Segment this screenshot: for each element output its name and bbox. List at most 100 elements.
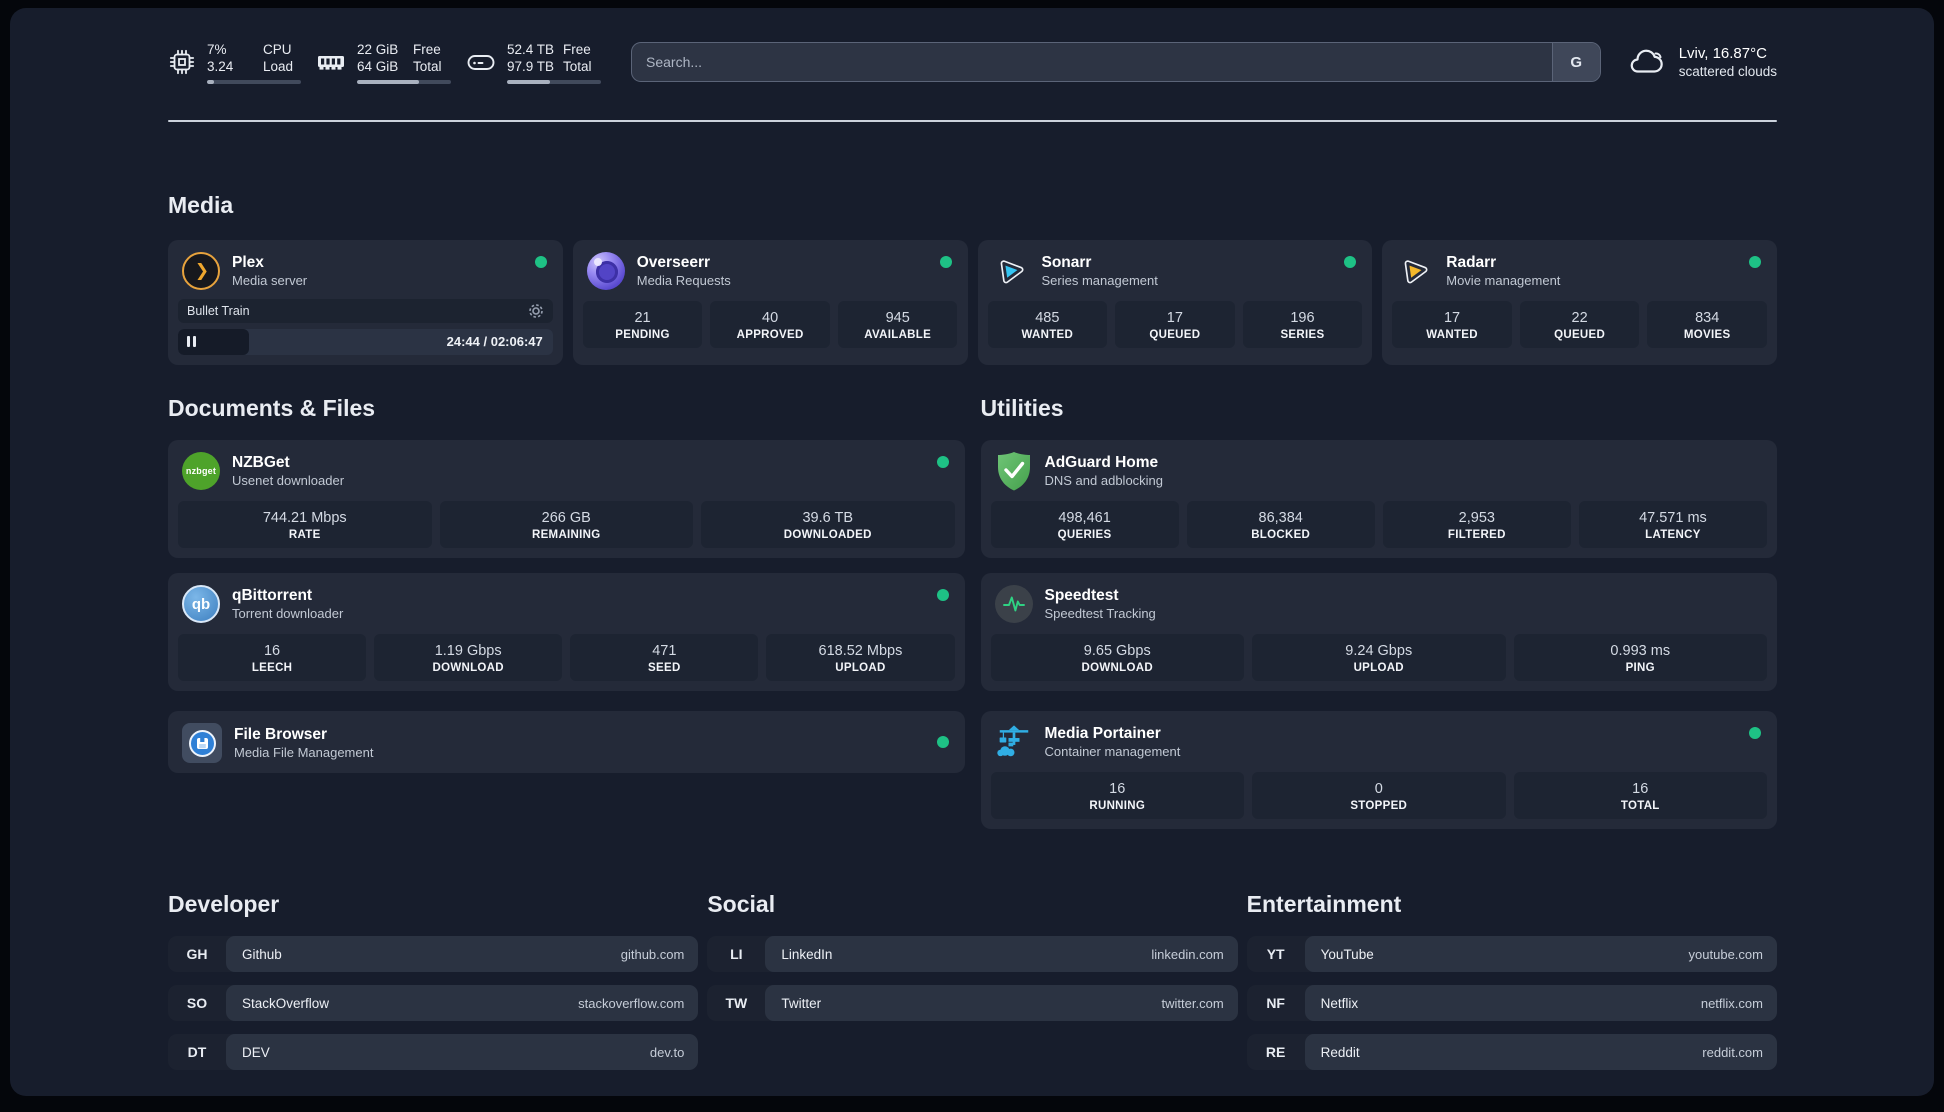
- stat-box: 266 GB REMAINING: [439, 501, 693, 548]
- app-card-portainer[interactable]: Media Portainer Container management 16 R…: [980, 711, 1777, 829]
- search-input[interactable]: [632, 43, 1552, 81]
- bookmark-netflix[interactable]: NF Netflix netflix.com: [1246, 985, 1777, 1021]
- bookmark-name: DEV: [242, 1044, 270, 1060]
- stat-box: 16 RUNNING: [990, 772, 1244, 819]
- app-card-radarr[interactable]: Radarr Movie management 17 WANTED 22 QUEUE…: [1382, 240, 1777, 365]
- bookmark-abbr: GH: [186, 946, 208, 962]
- search-engine-button[interactable]: G: [1551, 43, 1600, 81]
- now-playing-title: Bullet Train: [187, 304, 250, 318]
- status-dot: [936, 456, 949, 468]
- now-playing-bar: Bullet Train: [178, 299, 553, 323]
- disk-progress-bar: [507, 79, 601, 84]
- app-card-plex[interactable]: ❯ Plex Media server Bullet Train 24:44 /…: [168, 240, 563, 365]
- bookmark-url: reddit.com: [1702, 1044, 1763, 1060]
- nzbget-icon: nzbget: [182, 452, 220, 490]
- app-title: Sonarr: [1041, 254, 1092, 271]
- status-dot: [936, 736, 949, 748]
- app-title: Speedtest: [1044, 587, 1119, 604]
- media-grid: ❯ Plex Media server Bullet Train 24:44 /…: [168, 240, 1777, 365]
- app-title: Overseerr: [636, 254, 711, 271]
- bookmark-github[interactable]: GH Github github.com: [168, 936, 699, 972]
- app-subtitle: Speedtest Tracking: [1044, 606, 1156, 621]
- pause-icon: [187, 336, 196, 347]
- disk-total-label: Total: [563, 58, 592, 74]
- disk-stat: 52.4 TB Free 97.9 TB Total: [466, 41, 601, 84]
- sonarr-icon: [992, 252, 1030, 290]
- memory-stat: 22 GiB Free 64 GiB Total: [316, 41, 451, 84]
- app-card-speedtest[interactable]: Speedtest Speedtest Tracking 9.65 Gbps DO…: [980, 573, 1777, 691]
- memory-icon: [316, 48, 346, 76]
- bookmark-dev[interactable]: DT DEV dev.to: [168, 1034, 699, 1070]
- stat-box: 22 QUEUED: [1519, 301, 1640, 348]
- memory-total-label: Total: [413, 58, 442, 74]
- disk-icon: [466, 48, 496, 76]
- app-subtitle: Usenet downloader: [232, 473, 345, 488]
- bookmark-name: Netflix: [1320, 995, 1359, 1011]
- stat-box: 945 AVAILABLE: [837, 301, 958, 348]
- cpu-icon: [168, 48, 196, 76]
- radarr-icon: [1396, 252, 1434, 290]
- app-card-sonarr[interactable]: Sonarr Series management 485 WANTED 17 QUE…: [977, 240, 1373, 365]
- stat-box: 40 APPROVED: [710, 301, 830, 348]
- header: 7% CPU 3.24 Load 22 GiB Free 64 GiB Total: [168, 34, 1777, 90]
- section-title-documents: Documents & Files: [168, 395, 376, 421]
- stat-box: 0 STOPPED: [1252, 772, 1506, 819]
- memory-total-value: 64 GiB: [357, 58, 399, 74]
- bookmark-url: linkedin.com: [1151, 946, 1224, 962]
- bookmarks-entertainment: Entertainment YT YouTube youtube.com NF N…: [1246, 891, 1777, 1083]
- header-divider: [168, 120, 1777, 122]
- status-dot: [1749, 256, 1761, 268]
- bookmark-url: stackoverflow.com: [578, 995, 685, 1011]
- section-title-utilities: Utilities: [980, 395, 1064, 421]
- bookmark-abbr: NF: [1266, 995, 1285, 1011]
- app-card-nzbget[interactable]: nzbget NZBGet Usenet downloader 744.21 M…: [168, 440, 965, 558]
- bookmark-abbr: RE: [1265, 1044, 1286, 1060]
- bookmarks-social: Social LI LinkedIn linkedin.com TW Twitte…: [707, 891, 1238, 1083]
- bookmark-reddit[interactable]: RE Reddit reddit.com: [1246, 1034, 1777, 1070]
- status-dot: [534, 256, 547, 268]
- bookmark-url: github.com: [620, 946, 685, 962]
- cpu-load-value: 3.24: [207, 58, 234, 74]
- bookmark-name: YouTube: [1320, 946, 1374, 962]
- app-card-overseerr[interactable]: Overseerr Media Requests 21 PENDING 40 APP…: [572, 240, 968, 365]
- weather-location-temp: Lviv, 16.87°C: [1678, 45, 1767, 62]
- stat-box: 17 QUEUED: [1115, 301, 1235, 348]
- cpu-usage-value: 7%: [207, 41, 227, 57]
- app-card-filebrowser[interactable]: File Browser Media File Management: [168, 711, 965, 773]
- bookmark-url: netflix.com: [1700, 995, 1763, 1011]
- disk-free-value: 52.4 TB: [507, 41, 555, 57]
- stat-box: 39.6 TB DOWNLOADED: [701, 501, 955, 548]
- bookmark-linkedin[interactable]: LI LinkedIn linkedin.com: [707, 936, 1238, 972]
- bookmark-name: Twitter: [781, 995, 822, 1011]
- bookmark-name: StackOverflow: [242, 995, 330, 1011]
- cpu-stat: 7% CPU 3.24 Load: [168, 41, 301, 84]
- stat-box: 834 MOVIES: [1647, 301, 1767, 348]
- playback-time: 24:44 / 02:06:47: [446, 334, 543, 349]
- gear-icon[interactable]: [528, 303, 544, 319]
- weather-widget: Lviv, 16.87°C scattered clouds: [1627, 44, 1777, 80]
- bookmark-url: youtube.com: [1688, 946, 1763, 962]
- memory-free-value: 22 GiB: [357, 41, 399, 57]
- bookmark-youtube[interactable]: YT YouTube youtube.com: [1246, 936, 1777, 972]
- section-title-entertainment: Entertainment: [1246, 891, 1402, 917]
- app-title: qBittorrent: [232, 587, 313, 604]
- status-dot: [939, 256, 952, 268]
- disk-total-value: 97.9 TB: [507, 58, 555, 74]
- app-card-adguard[interactable]: AdGuard Home DNS and adblocking 498,461 Q…: [980, 440, 1777, 558]
- app-subtitle: Media File Management: [234, 745, 374, 760]
- app-card-qbittorrent[interactable]: qb qBittorrent Torrent downloader 16 LEEC…: [168, 573, 965, 691]
- app-title: AdGuard Home: [1044, 454, 1159, 471]
- bookmark-stackoverflow[interactable]: SO StackOverflow stackoverflow.com: [168, 985, 699, 1021]
- stat-box: 618.52 Mbps UPLOAD: [766, 634, 955, 681]
- stat-box: 744.21 Mbps RATE: [178, 501, 432, 548]
- stat-box: 21 PENDING: [582, 301, 703, 348]
- bookmark-twitter[interactable]: TW Twitter twitter.com: [707, 985, 1238, 1021]
- memory-progress-bar: [357, 79, 451, 84]
- bookmark-abbr: TW: [725, 995, 748, 1011]
- bookmark-abbr: LI: [730, 946, 743, 962]
- filebrowser-icon: [182, 723, 222, 763]
- stat-box: 2,953 FILTERED: [1382, 501, 1571, 548]
- speedtest-icon: [994, 585, 1033, 623]
- stat-box: 17 WANTED: [1392, 301, 1512, 348]
- stat-box: 1.19 Gbps DOWNLOAD: [374, 634, 563, 681]
